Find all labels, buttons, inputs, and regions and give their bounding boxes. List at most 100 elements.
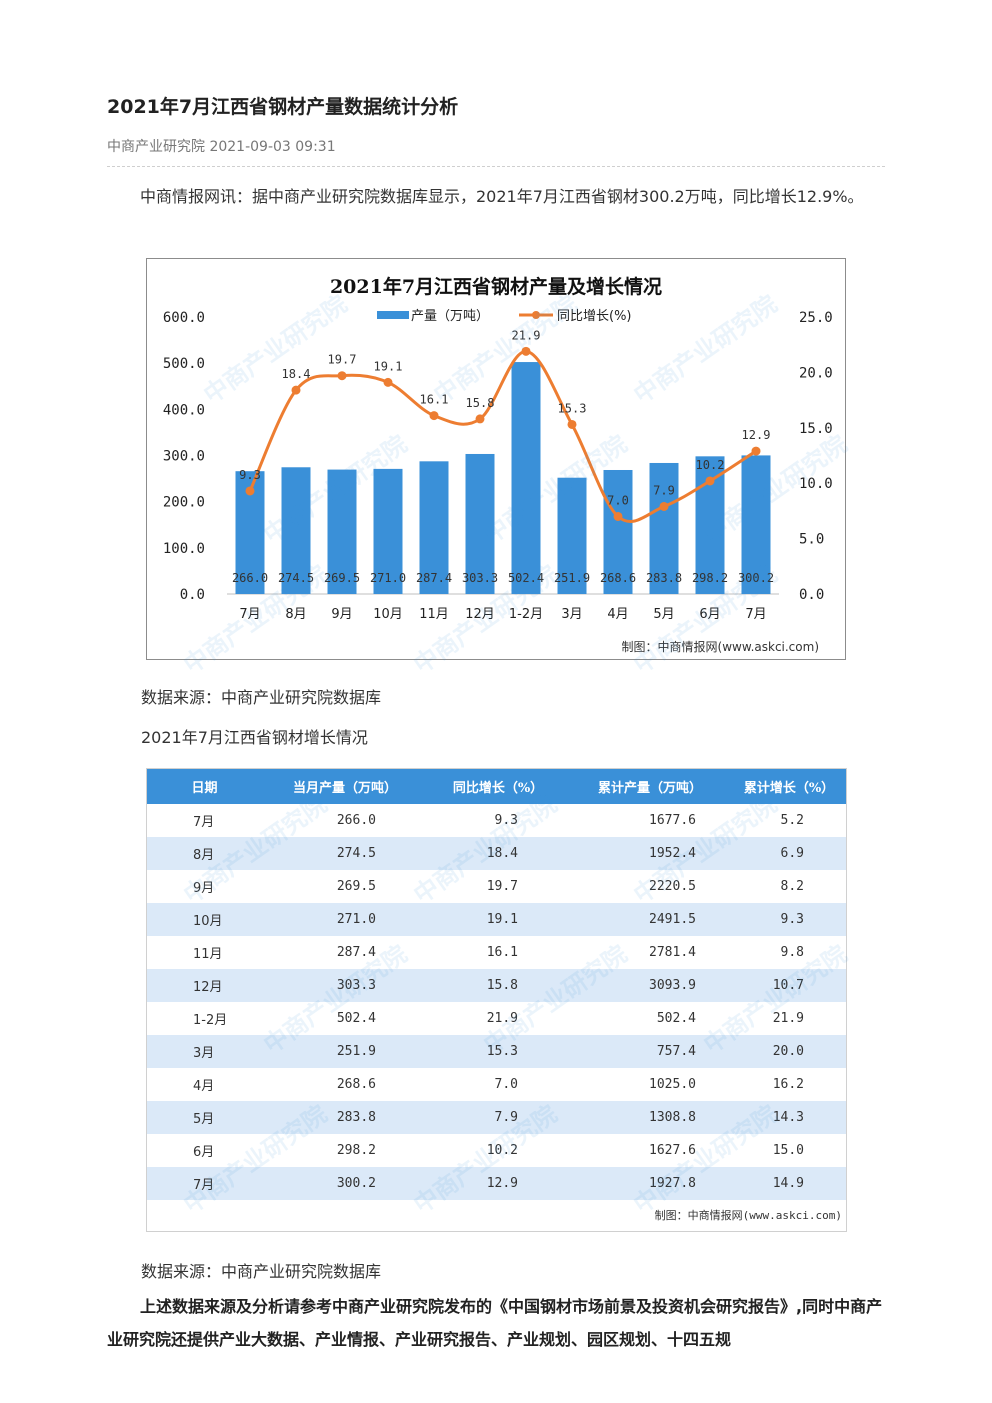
table-cell: 1-2月: [193, 1013, 228, 1028]
left-axis-tick-label: 600.0: [163, 310, 205, 326]
growth-line-marker: [521, 346, 531, 356]
table-cell: 6月: [193, 1145, 215, 1160]
growth-line-marker: [613, 511, 623, 521]
table-caption: 2021年7月江西省钢材增长情况: [141, 728, 368, 747]
right-axis-tick-label: 15.0: [799, 421, 833, 437]
x-axis-tick-label: 10月: [373, 607, 403, 622]
left-axis-tick-label: 100.0: [163, 541, 205, 557]
table-cell: 1025.0: [649, 1077, 696, 1092]
left-axis-tick-label: 200.0: [163, 495, 205, 511]
x-axis-tick-label: 11月: [419, 607, 449, 622]
bar: [511, 362, 541, 594]
divider: [107, 166, 885, 167]
x-axis-tick-label: 6月: [699, 607, 720, 622]
table-cell: 271.0: [262, 903, 428, 936]
table-cell: 266.0: [336, 813, 376, 828]
x-axis-tick-label: 5月: [653, 607, 674, 622]
line-data-label: 19.1: [374, 359, 403, 373]
legend-line-label: 同比增长(%): [557, 309, 632, 324]
x-axis-tick-label: 7月: [745, 607, 766, 622]
table-cell: 11月: [193, 947, 223, 962]
table-row: 3月 251.9 15.3 757.4 20.0: [147, 1035, 846, 1068]
growth-line-marker: [475, 414, 485, 424]
left-axis-tick-label: 300.0: [163, 449, 205, 465]
x-axis-tick-label: 8月: [285, 607, 306, 622]
table-header-row: 日期 当月产量（万吨） 同比增长（%） 累计产量（万吨） 累计增长（%）: [147, 769, 846, 804]
table-cell: 287.4: [336, 945, 376, 960]
right-axis-tick-label: 20.0: [799, 365, 833, 381]
table-cell: 298.2: [336, 1143, 376, 1158]
growth-line-marker: [567, 419, 577, 429]
bar: [557, 477, 587, 594]
right-axis-tick-label: 0.0: [799, 587, 824, 603]
table-cell: 1952.4: [568, 837, 732, 870]
legend-bar-label: 产量（万吨）: [411, 309, 489, 324]
table-cell: 8月: [147, 837, 262, 870]
table-cell: 269.5: [336, 879, 376, 894]
table-row: 9月 269.5 19.7 2220.5 8.2: [147, 870, 846, 903]
table-cell: 283.8: [262, 1101, 428, 1134]
table-row: 7月 266.0 9.3 1677.6 5.2: [147, 804, 846, 837]
line-data-label: 7.9: [653, 483, 675, 497]
table-row: 7月 300.2 12.9 1927.8 14.9: [147, 1167, 846, 1200]
bar: [419, 461, 449, 594]
table-cell: 10.7: [732, 969, 846, 1002]
table-cell: 268.6: [336, 1077, 376, 1092]
bar: [741, 455, 771, 594]
data-table: 日期 当月产量（万吨） 同比增长（%） 累计产量（万吨） 累计增长（%） 7月 266.0…: [147, 769, 846, 1200]
x-axis-tick-label: 4月: [607, 607, 628, 622]
line-data-label: 7.0: [607, 493, 629, 507]
table-cell: 18.4: [428, 837, 568, 870]
growth-line: [248, 349, 757, 523]
table-cell: 8.2: [780, 879, 804, 894]
table-cell: 274.5: [262, 837, 428, 870]
table-cell: 2220.5: [649, 879, 696, 894]
table-cell: 251.9: [262, 1035, 428, 1068]
table-cell: 21.9: [772, 1011, 804, 1026]
table-cell: 10月: [147, 903, 262, 936]
table-cell: 1308.8: [568, 1101, 732, 1134]
bar: [327, 469, 357, 594]
table-cell: 9月: [193, 881, 215, 896]
growth-line-marker: [291, 385, 301, 395]
table-cell: 15.8: [428, 969, 568, 1002]
table-cell: 16.1: [486, 945, 518, 960]
bar: [373, 468, 403, 594]
bar-data-label: 274.5: [278, 571, 314, 585]
bar-data-label: 283.8: [646, 571, 682, 585]
data-table-container: 日期 当月产量（万吨） 同比增长（%） 累计产量（万吨） 累计增长（%） 7月 266.0…: [146, 768, 847, 1232]
table-row: 4月 268.6 7.0 1025.0 16.2: [147, 1068, 846, 1101]
line-data-label: 10.2: [696, 458, 725, 472]
table-row: 1-2月 502.4 21.9 502.4 21.9: [147, 1002, 846, 1035]
table-cell: 5.2: [780, 813, 804, 828]
table-cell: 19.7: [486, 879, 518, 894]
left-axis-tick-label: 0.0: [180, 587, 205, 603]
table-cell: 1677.6: [649, 813, 696, 828]
table-cell: 1927.8: [568, 1167, 732, 1200]
table-cell: 303.3: [262, 969, 428, 1002]
table-cell: 20.0: [732, 1035, 846, 1068]
chart-source-caption: 数据来源：中商产业研究院数据库: [141, 688, 382, 707]
table-cell: 16.2: [772, 1077, 804, 1092]
chart-title: 2021年7月江西省钢材产量及增长情况: [330, 275, 662, 298]
table-cell: 3月: [147, 1035, 262, 1068]
growth-line-marker: [751, 446, 761, 456]
table-cell: 5月: [147, 1101, 262, 1134]
table-cell: 2491.5: [568, 903, 732, 936]
bar-data-label: 266.0: [232, 571, 268, 585]
chart-container: 2021年7月江西省钢材产量及增长情况产量（万吨） 同比增长(%) 0.0 100.0…: [146, 258, 846, 660]
bar-data-label: 502.4: [508, 571, 544, 585]
table-cell: 9.8: [780, 945, 804, 960]
line-data-label: 12.9: [742, 428, 771, 442]
table-cell: 9.3: [494, 813, 518, 828]
table-cell: 10.2: [486, 1143, 518, 1158]
line-data-label: 21.9: [512, 328, 541, 342]
table-cell: 15.0: [772, 1143, 804, 1158]
line-data-label: 15.3: [558, 401, 587, 415]
line-data-label: 16.1: [420, 393, 449, 407]
table-header-cell: 累计产量（万吨）: [568, 769, 732, 804]
x-axis-tick-label: 7月: [239, 607, 260, 622]
line-data-label: 15.8: [466, 396, 495, 410]
table-cell: 300.2: [262, 1167, 428, 1200]
table-credit: 制图：中商情报网(www.askci.com): [654, 1209, 842, 1222]
